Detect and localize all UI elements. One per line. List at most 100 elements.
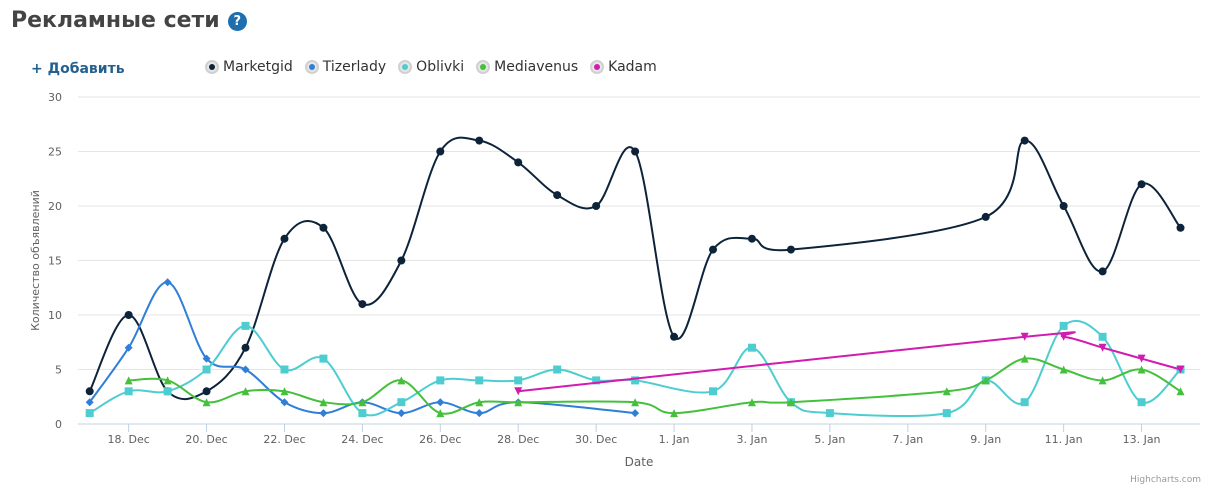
data-point-marketgid xyxy=(670,332,679,341)
data-point-mediavenus xyxy=(747,398,756,407)
data-point-marketgid xyxy=(1098,267,1107,276)
data-point-tizerlady xyxy=(202,354,211,363)
data-point-tizerlady xyxy=(397,409,406,418)
data-point-oblivki xyxy=(1059,321,1068,330)
data-point-oblivki xyxy=(942,409,951,418)
x-tick-label: 28. Dec xyxy=(497,433,539,446)
data-point-oblivki xyxy=(241,321,250,330)
data-point-marketgid xyxy=(1020,136,1029,145)
legend-label: Marketgid xyxy=(223,59,293,75)
legend-label: Tizerlady xyxy=(322,59,387,75)
data-point-marketgid xyxy=(786,245,795,254)
x-tick-label: 3. Jan xyxy=(737,433,768,446)
series-kadam xyxy=(514,331,1185,396)
data-point-marketgid xyxy=(319,223,328,232)
legend-item-mediavenus[interactable]: Mediavenus xyxy=(476,59,578,75)
data-point-marketgid xyxy=(1176,223,1185,232)
data-point-mediavenus xyxy=(1059,365,1068,374)
data-point-mediavenus xyxy=(1176,387,1185,396)
data-point-mediavenus xyxy=(981,376,990,385)
data-point-tizerlady xyxy=(124,343,133,352)
x-axis-title: Date xyxy=(625,455,654,469)
data-point-marketgid xyxy=(631,147,640,156)
data-point-oblivki xyxy=(709,387,718,396)
x-tick-label: 9. Jan xyxy=(970,433,1001,446)
data-point-mediavenus xyxy=(163,376,172,385)
help-icon[interactable]: ? xyxy=(227,12,247,31)
data-point-oblivki xyxy=(163,387,172,396)
data-point-mediavenus xyxy=(436,409,445,418)
data-point-marketgid xyxy=(124,311,133,319)
data-point-mediavenus xyxy=(397,376,406,385)
data-point-marketgid xyxy=(514,158,523,167)
data-point-oblivki xyxy=(397,398,406,407)
data-point-tizerlady xyxy=(319,409,328,418)
legend-marker-icon xyxy=(398,60,413,74)
add-network-button[interactable]: + Добавить xyxy=(31,61,125,77)
data-point-oblivki xyxy=(358,409,367,418)
x-tick-label: 24. Dec xyxy=(341,433,383,446)
series-mediavenus xyxy=(124,354,1185,418)
data-point-marketgid xyxy=(358,300,367,309)
data-point-kadam xyxy=(1059,332,1068,341)
y-tick-label: 15 xyxy=(48,255,62,268)
data-point-oblivki xyxy=(553,365,562,374)
legend-marker-icon xyxy=(590,60,605,74)
x-tick-label: 26. Dec xyxy=(419,433,461,446)
y-tick-label: 10 xyxy=(48,309,62,322)
legend-item-tizerlady[interactable]: Tizerlady xyxy=(304,59,387,75)
data-point-marketgid xyxy=(553,191,562,200)
data-point-mediavenus xyxy=(124,376,133,385)
x-tick-label: 7. Jan xyxy=(892,433,923,446)
x-tick-label: 30. Dec xyxy=(575,433,617,446)
data-point-tizerlady xyxy=(280,398,289,407)
legend-item-marketgid[interactable]: Marketgid xyxy=(205,59,293,75)
data-point-marketgid xyxy=(709,245,718,254)
data-point-mediavenus xyxy=(319,398,328,407)
data-point-marketgid xyxy=(241,343,250,352)
legend-label: Mediavenus xyxy=(494,59,579,75)
y-tick-label: 0 xyxy=(55,418,62,431)
legend-item-oblivki[interactable]: Oblivki xyxy=(398,59,464,75)
data-point-mediavenus xyxy=(241,387,250,396)
legend-marker-icon xyxy=(476,60,491,74)
data-point-tizerlady xyxy=(241,365,250,374)
data-point-oblivki xyxy=(85,409,94,418)
x-tick-label: 1. Jan xyxy=(659,433,690,446)
data-point-oblivki xyxy=(825,409,834,418)
y-tick-label: 20 xyxy=(48,200,62,213)
series-line-marketgid xyxy=(88,136,1182,400)
legend-marker-icon xyxy=(304,60,319,74)
data-point-oblivki xyxy=(747,343,756,352)
x-tick-label: 18. Dec xyxy=(108,433,150,446)
y-tick-label: 25 xyxy=(48,146,62,159)
data-point-marketgid xyxy=(592,202,601,210)
page-title-text: Рекламные сети xyxy=(11,8,220,33)
legend-item-kadam[interactable]: Kadam xyxy=(590,59,657,75)
data-point-marketgid xyxy=(475,136,484,145)
data-point-oblivki xyxy=(631,376,640,385)
data-point-mediavenus xyxy=(475,398,484,407)
data-point-marketgid xyxy=(85,387,94,396)
x-tick-label: 11. Jan xyxy=(1045,433,1083,446)
data-point-kadam xyxy=(1137,354,1146,363)
data-point-marketgid xyxy=(747,234,756,243)
data-point-tizerlady xyxy=(163,278,172,287)
data-point-kadam xyxy=(1020,332,1029,341)
data-point-kadam xyxy=(1176,365,1185,374)
series-line-kadam xyxy=(518,331,1181,393)
y-tick-label: 30 xyxy=(48,91,62,104)
credits-link[interactable]: Highcharts.com xyxy=(1130,475,1201,485)
data-point-tizerlady xyxy=(436,398,445,407)
x-tick-label: 13. Jan xyxy=(1123,433,1161,446)
data-point-mediavenus xyxy=(1137,365,1146,374)
legend-label: Kadam xyxy=(608,59,657,75)
data-point-marketgid xyxy=(397,256,406,265)
data-point-oblivki xyxy=(436,376,445,385)
data-point-tizerlady xyxy=(85,398,94,407)
data-point-marketgid xyxy=(1137,180,1146,189)
data-point-mediavenus xyxy=(1098,376,1107,385)
data-point-marketgid xyxy=(436,147,445,156)
page-title: Рекламные сети ? xyxy=(11,8,247,33)
